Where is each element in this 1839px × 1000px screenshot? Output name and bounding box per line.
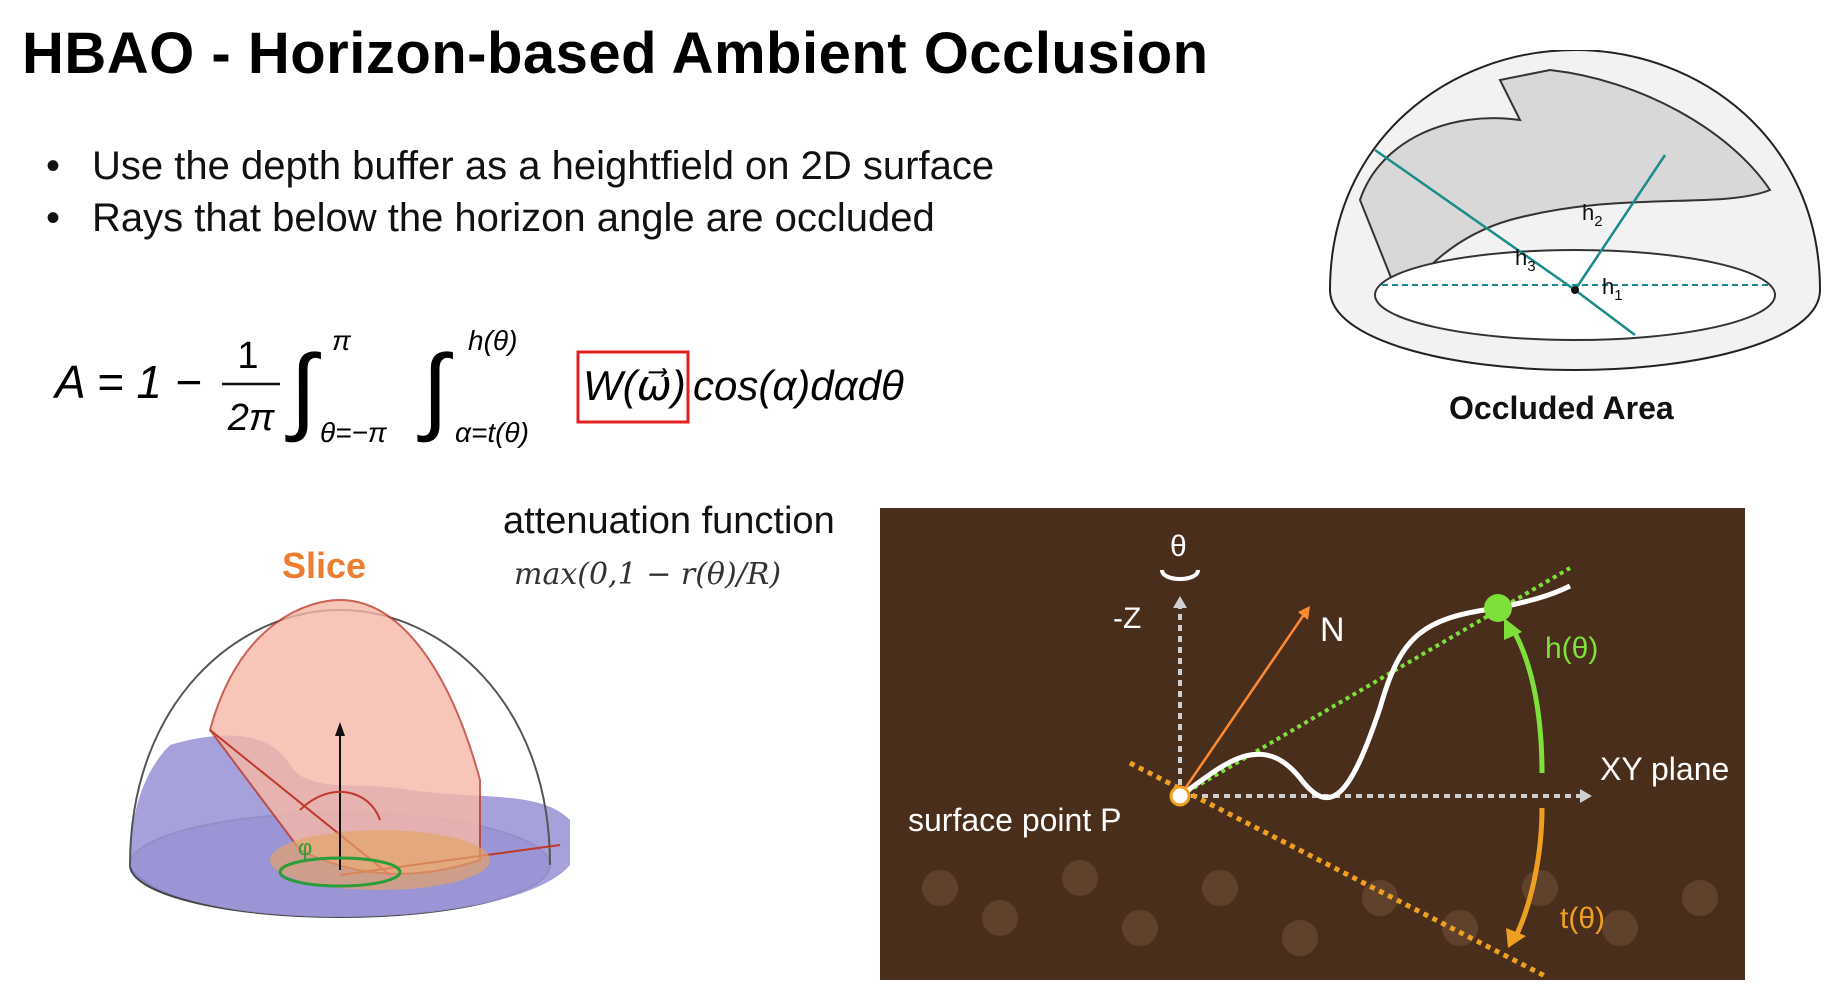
h-theta-arc bbox=[1509, 626, 1545, 774]
slice-disk bbox=[270, 830, 490, 890]
bullet-item: • Rays that below the horizon angle are o… bbox=[40, 192, 994, 244]
dotted-ground-pattern bbox=[922, 860, 1718, 956]
formula-frac-numerator: 1 bbox=[237, 335, 258, 377]
phi-rotation-icon bbox=[278, 856, 402, 888]
surface-point-label: surface point P bbox=[908, 802, 1121, 838]
horizon-angle-diagram: θ -Z N h(θ) XY plane surface point P t(θ… bbox=[880, 508, 1745, 980]
normal-arrowhead-icon bbox=[335, 722, 345, 736]
inner-integral-icon: ∫ bbox=[417, 336, 453, 443]
neg-z-label: -Z bbox=[1113, 602, 1141, 635]
dome-floor bbox=[1374, 249, 1776, 341]
t-theta-arc bbox=[1512, 807, 1545, 940]
h1-ray bbox=[1574, 289, 1636, 336]
formula-rest: cos(α)dαdθ bbox=[693, 362, 904, 409]
bullet-dot-icon: • bbox=[46, 144, 61, 188]
bullet-item: • Use the depth buffer as a heightfield o… bbox=[40, 140, 994, 192]
inner-lower-limit: α=t(θ) bbox=[455, 417, 529, 448]
h3-ray bbox=[1374, 148, 1576, 292]
h-theta-label: h(θ) bbox=[1545, 632, 1598, 665]
outer-lower-limit: θ=−π bbox=[320, 417, 388, 448]
occluded-band bbox=[1358, 68, 1772, 302]
surface-point-icon bbox=[1169, 785, 1191, 807]
normal-vector bbox=[1178, 612, 1307, 797]
center-point bbox=[1571, 286, 1579, 294]
tangent-line bbox=[1128, 760, 1547, 979]
normal-label: N bbox=[1320, 611, 1345, 649]
outer-upper-limit: π bbox=[332, 325, 352, 356]
h-theta-arrowhead-icon bbox=[1504, 618, 1522, 640]
h3-label: h3 bbox=[1515, 245, 1536, 275]
h2-ray bbox=[1573, 154, 1667, 291]
bullet-list: • Use the depth buffer as a heightfield o… bbox=[40, 140, 994, 244]
theta-label: θ bbox=[1170, 530, 1187, 563]
bullet-dot-icon: • bbox=[46, 196, 61, 240]
horizon-arc bbox=[299, 791, 381, 821]
formula-frac-denominator: 2π bbox=[227, 397, 276, 439]
xy-plane-label: XY plane bbox=[1600, 751, 1729, 787]
inner-upper-limit: h(θ) bbox=[468, 325, 517, 356]
xy-axis-arrowhead-icon bbox=[1580, 789, 1592, 803]
slide-title: HBAO - Horizon-based Ambient Occlusion bbox=[22, 21, 1209, 86]
attenuation-expression: max(0,1 − r(θ)/R) bbox=[514, 557, 782, 592]
occluded-area-caption: Occluded Area bbox=[1449, 390, 1674, 426]
horizon-point-icon bbox=[1484, 594, 1512, 622]
formula-weight-term: W(ω⃗) bbox=[583, 362, 686, 409]
neg-z-arrowhead-icon bbox=[1173, 596, 1187, 608]
normal-arrowhead-icon bbox=[1298, 606, 1310, 620]
diagram-background bbox=[880, 508, 1745, 980]
bullet-text: Rays that below the horizon angle are oc… bbox=[92, 196, 935, 240]
t-theta-label: t(θ) bbox=[1560, 902, 1605, 935]
h2-label: h2 bbox=[1582, 200, 1603, 230]
h1-label: h1 bbox=[1602, 274, 1623, 304]
highlight-box bbox=[576, 350, 690, 424]
t-theta-arrowhead-icon bbox=[1506, 928, 1526, 948]
slice-label: Slice bbox=[282, 545, 367, 586]
slice-hemisphere-figure: φ bbox=[129, 598, 570, 918]
theta-rotation-icon bbox=[1160, 569, 1200, 581]
phi-label: φ bbox=[298, 835, 312, 860]
bullet-text: Use the depth buffer as a heightfield on… bbox=[92, 144, 995, 188]
hbao-formula: A = 1 − 1 2π ∫ π θ=−π ∫ h(θ) α=t(θ) W(ω⃗… bbox=[52, 325, 904, 448]
outer-integral-icon: ∫ bbox=[285, 336, 321, 443]
occluded-area-figure: h3 h2 h1 bbox=[1328, 50, 1822, 372]
formula-lhs: A = 1 − bbox=[52, 356, 202, 408]
attenuation-title: attenuation function bbox=[503, 500, 835, 542]
